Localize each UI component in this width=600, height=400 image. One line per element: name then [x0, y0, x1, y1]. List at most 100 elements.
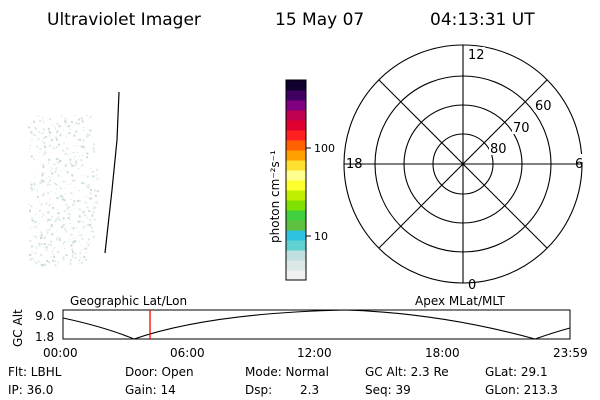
speckle — [49, 136, 51, 138]
speckle — [93, 205, 95, 207]
speckle — [56, 157, 59, 160]
timeline-left-title: Geographic Lat/Lon — [70, 294, 187, 308]
speckle — [37, 246, 39, 248]
speckle — [31, 251, 33, 253]
colorbar-swatch — [286, 190, 306, 201]
speckle — [89, 115, 92, 118]
speckle — [73, 152, 75, 154]
speckle — [92, 148, 95, 151]
status-seq: Seq: 39 — [365, 383, 411, 397]
speckle — [88, 242, 90, 244]
speckle — [68, 206, 71, 209]
speckle — [77, 122, 80, 125]
speckle — [47, 211, 50, 214]
speckle — [63, 142, 65, 144]
speckle — [34, 252, 37, 255]
speckle — [70, 244, 73, 247]
speckle — [58, 218, 61, 221]
speckle — [40, 231, 43, 234]
status-gain: Gain: 14 — [125, 383, 176, 397]
speckle — [88, 223, 90, 225]
speckle — [86, 156, 88, 159]
speckle — [69, 125, 71, 126]
speckle — [67, 121, 69, 123]
speckle — [68, 241, 70, 243]
speckle — [69, 198, 71, 200]
speckle — [33, 134, 36, 137]
speckle — [42, 128, 45, 131]
speckle — [71, 204, 73, 206]
speckle — [56, 197, 59, 199]
speckle — [50, 170, 52, 172]
speckle — [55, 238, 58, 241]
speckle — [95, 174, 97, 176]
speckle — [85, 247, 88, 250]
speckle — [59, 238, 62, 241]
colorbar-swatch — [286, 170, 306, 181]
speckle — [92, 146, 94, 148]
speckle — [87, 184, 90, 187]
speckle — [67, 184, 69, 186]
speckle — [63, 196, 65, 198]
speckle — [90, 218, 92, 220]
speckle — [85, 196, 87, 198]
speckle — [49, 179, 51, 182]
speckle — [42, 163, 45, 166]
speckle — [50, 240, 52, 243]
speckle — [87, 244, 90, 247]
speckle — [77, 220, 80, 223]
speckle — [50, 138, 53, 141]
speckle — [41, 140, 43, 142]
speckle — [56, 138, 58, 141]
speckle — [89, 192, 92, 195]
speckle — [64, 163, 67, 166]
speckle — [70, 192, 73, 195]
colorbar-swatch — [286, 140, 306, 151]
lat-label-70: 70 — [513, 121, 530, 136]
speckle — [32, 258, 34, 260]
colorbar-swatch — [286, 240, 306, 251]
colorbar-swatch — [286, 90, 306, 101]
speckle — [85, 248, 87, 250]
timeline-y-axis-label: GC Alt — [11, 309, 25, 347]
speckle — [62, 256, 65, 259]
speckle — [93, 236, 96, 239]
speckle — [38, 131, 40, 133]
speckle — [71, 174, 74, 177]
speckle — [60, 175, 62, 177]
speckle — [78, 241, 80, 242]
speckle — [42, 213, 44, 215]
speckle — [62, 217, 65, 220]
speckle — [49, 118, 51, 121]
speckle — [63, 117, 65, 119]
speckle — [94, 206, 97, 209]
speckle — [83, 146, 86, 149]
speckle — [63, 199, 66, 202]
speckle — [71, 253, 74, 256]
speckle — [30, 123, 32, 125]
speckle — [42, 137, 45, 140]
speckle — [78, 234, 80, 236]
speckle — [49, 183, 51, 185]
speckle — [69, 158, 72, 161]
speckle — [46, 260, 49, 263]
speckle — [78, 208, 81, 211]
speckle — [32, 189, 33, 191]
speckle — [54, 220, 57, 223]
speckle — [90, 221, 92, 223]
colorbar-swatch — [286, 270, 306, 281]
speckle — [61, 198, 64, 201]
speckle — [65, 229, 67, 230]
speckle — [78, 159, 80, 160]
speckle — [90, 230, 92, 232]
speckle — [40, 264, 43, 266]
speckle — [78, 200, 81, 203]
speckle — [65, 203, 68, 206]
lat-label-60: 60 — [535, 99, 552, 114]
speckle — [45, 248, 48, 251]
speckle — [70, 216, 71, 218]
speckle — [52, 147, 55, 150]
speckle — [92, 175, 95, 178]
speckle — [62, 258, 65, 261]
speckle — [37, 242, 40, 245]
